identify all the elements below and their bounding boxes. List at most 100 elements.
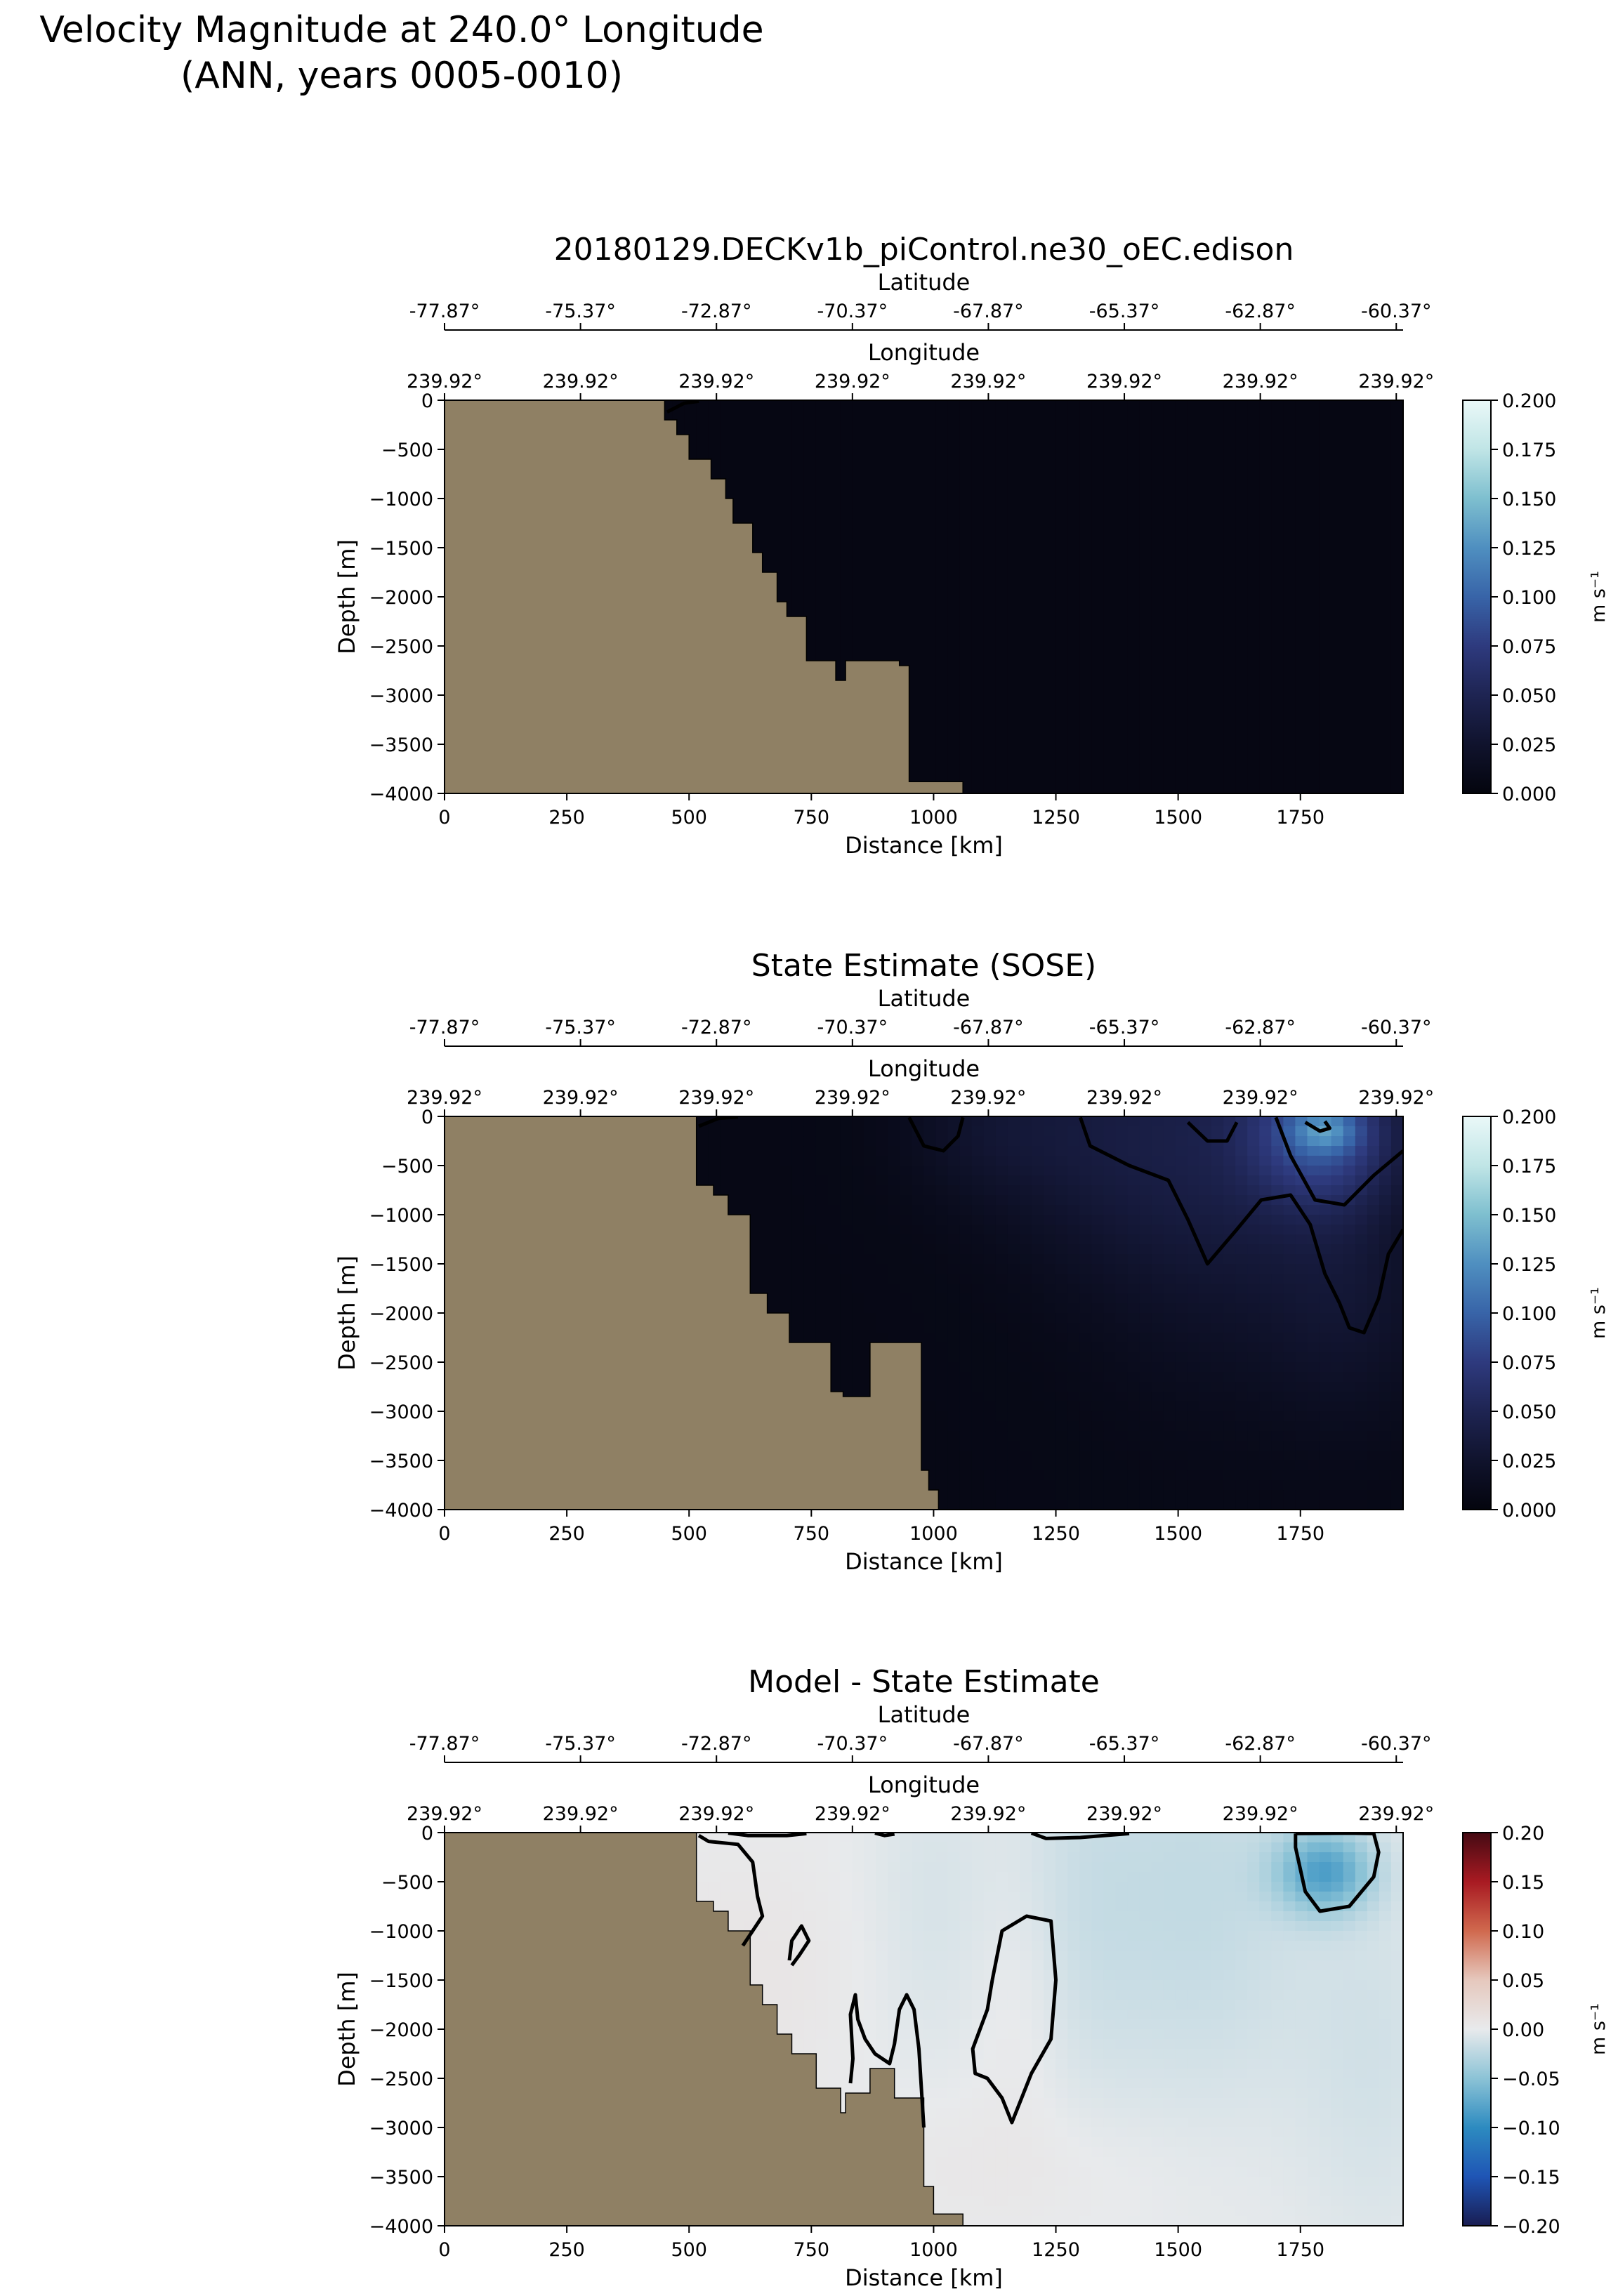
y-axis-label: Depth [m] bbox=[334, 539, 360, 654]
contour-line-7 bbox=[848, 1993, 926, 2128]
suptitle-line1: Velocity Magnitude at 240.0° Longitude bbox=[39, 9, 763, 51]
lat-tick-label: -70.37° bbox=[817, 1017, 888, 1038]
colorbar-tick-label: 0.05 bbox=[1502, 1970, 1544, 1992]
colorbar-tick-label: 0.175 bbox=[1502, 1156, 1556, 1177]
colorbar-tick-label: −0.20 bbox=[1502, 2216, 1560, 2238]
colorbar-tick-label: 0.025 bbox=[1502, 1451, 1556, 1472]
y-tick-label: −2000 bbox=[369, 587, 433, 609]
chart-panel-1: 0 250 500 750 1000 1250 1500 1750 Distance [km] 0… bbox=[334, 232, 1610, 859]
x-tick-label: 1750 bbox=[1276, 1523, 1324, 1545]
x-tick-label: 1000 bbox=[909, 807, 958, 829]
colorbar-tick-label: 0.100 bbox=[1502, 1303, 1556, 1325]
lat-tick-label: -60.37° bbox=[1361, 1017, 1432, 1038]
panel-title: Model - State Estimate bbox=[748, 1664, 1100, 1700]
y-tick-label: −1500 bbox=[369, 538, 433, 560]
colorbar bbox=[1462, 1832, 1492, 2226]
lon-tick-label: 239.92° bbox=[543, 1803, 619, 1825]
lat-tick-label: -70.37° bbox=[817, 1733, 888, 1755]
contour-line-5 bbox=[1274, 1116, 1403, 1207]
y-tick-label: 0 bbox=[421, 1823, 433, 1845]
x-axis-label: Distance [km] bbox=[845, 1548, 1003, 1575]
contour-line-4 bbox=[1186, 1121, 1239, 1143]
lat-tick-label: -67.87° bbox=[953, 301, 1024, 322]
x-tick-label: 1250 bbox=[1032, 1523, 1080, 1545]
lat-tick-label: -77.87° bbox=[409, 301, 480, 322]
x-tick-label: 250 bbox=[548, 2239, 585, 2261]
y-tick-label: −3000 bbox=[369, 1401, 433, 1423]
x-tick-label: 1500 bbox=[1154, 807, 1202, 829]
lon-tick-label: 239.92° bbox=[1086, 1087, 1162, 1109]
y-tick-label: −3000 bbox=[369, 2118, 433, 2139]
y-tick-label: −3000 bbox=[369, 685, 433, 707]
y-tick-label: −500 bbox=[381, 1872, 433, 1894]
lon-tick-label: 239.92° bbox=[543, 371, 619, 392]
lat-tick-label: -62.87° bbox=[1225, 1733, 1296, 1755]
colorbar-tick-label: 0.10 bbox=[1502, 1921, 1544, 1943]
colorbar-tick-label: −0.10 bbox=[1502, 2118, 1560, 2139]
lat-tick-label: -77.87° bbox=[409, 1017, 480, 1038]
x-tick-label: 750 bbox=[794, 807, 830, 829]
panel-title: State Estimate (SOSE) bbox=[751, 948, 1096, 984]
colorbar-tick-label: 0.00 bbox=[1502, 2019, 1544, 2041]
colorbar-tick-label: −0.05 bbox=[1502, 2069, 1560, 2090]
y-tick-label: −4000 bbox=[369, 784, 433, 805]
lon-tick-label: 239.92° bbox=[1358, 1087, 1434, 1109]
x-tick-label: 1750 bbox=[1276, 807, 1324, 829]
bathymetry-land bbox=[445, 1833, 963, 2226]
y-tick-label: 0 bbox=[421, 390, 433, 412]
lat-tick-label: -75.37° bbox=[545, 301, 616, 322]
colorbar-tick-label: 0.15 bbox=[1502, 1872, 1544, 1894]
y-tick-label: 0 bbox=[421, 1107, 433, 1128]
lon-tick-label: 239.92° bbox=[1223, 371, 1298, 392]
colorbar-tick-label: 0.150 bbox=[1502, 489, 1556, 510]
x-tick-label: 1250 bbox=[1032, 807, 1080, 829]
suptitle-line2: (ANN, years 0005-0010) bbox=[180, 55, 623, 97]
lon-tick-label: 239.92° bbox=[678, 1087, 754, 1109]
x-tick-label: 1750 bbox=[1276, 2239, 1324, 2261]
latitude-axis-label: Latitude bbox=[878, 985, 971, 1012]
contour-line-1 bbox=[666, 400, 699, 414]
lat-tick-label: -62.87° bbox=[1225, 1017, 1296, 1038]
contour-line-2 bbox=[728, 1833, 807, 1838]
x-tick-label: 0 bbox=[438, 2239, 450, 2261]
lon-tick-label: 239.92° bbox=[407, 371, 482, 392]
lat-tick-label: -72.87° bbox=[681, 301, 752, 322]
y-tick-label: −2000 bbox=[369, 1303, 433, 1325]
contour-line-2 bbox=[907, 1116, 965, 1153]
contour-line-3 bbox=[1079, 1116, 1403, 1335]
y-tick-label: −1000 bbox=[369, 489, 433, 510]
chart-panel-2: 0 250 500 750 1000 1250 1500 1750 Distance [km] 0… bbox=[334, 948, 1610, 1575]
y-tick-label: −2500 bbox=[369, 1352, 433, 1374]
lon-tick-label: 239.92° bbox=[950, 1803, 1026, 1825]
x-tick-label: 1000 bbox=[909, 2239, 958, 2261]
colorbar-tick-label: 0.200 bbox=[1502, 1107, 1556, 1128]
x-tick-label: 1500 bbox=[1154, 1523, 1202, 1545]
x-axis-label: Distance [km] bbox=[845, 832, 1003, 859]
x-tick-label: 500 bbox=[671, 2239, 707, 2261]
longitude-axis-label: Longitude bbox=[868, 1772, 980, 1798]
lat-tick-label: -67.87° bbox=[953, 1017, 1024, 1038]
x-tick-label: 500 bbox=[671, 807, 707, 829]
contour-line-1 bbox=[697, 1834, 765, 1947]
colorbar-tick-label: 0.125 bbox=[1502, 538, 1556, 560]
y-tick-label: −500 bbox=[381, 440, 433, 461]
contour-line-5 bbox=[971, 1914, 1058, 2125]
contour-line-4 bbox=[1030, 1833, 1130, 1840]
y-axis-label: Depth [m] bbox=[334, 1972, 360, 2087]
colorbar bbox=[1462, 1116, 1492, 1510]
lon-tick-label: 239.92° bbox=[678, 1803, 754, 1825]
bathymetry-land bbox=[445, 400, 963, 793]
colorbar-tick-label: 0.025 bbox=[1502, 734, 1556, 756]
contour-line-8 bbox=[1294, 1833, 1381, 1913]
x-tick-label: 1250 bbox=[1032, 2239, 1080, 2261]
colorbar-tick-label: 0.075 bbox=[1502, 1352, 1556, 1374]
y-axis-label: Depth [m] bbox=[334, 1255, 360, 1371]
lat-tick-label: -75.37° bbox=[545, 1017, 616, 1038]
colorbar-tick-label: 0.050 bbox=[1502, 685, 1556, 707]
lon-tick-label: 239.92° bbox=[950, 1087, 1026, 1109]
x-tick-label: 750 bbox=[794, 1523, 830, 1545]
lat-tick-label: -77.87° bbox=[409, 1733, 480, 1755]
x-tick-label: 500 bbox=[671, 1523, 707, 1545]
colorbar-tick-label: 0.050 bbox=[1502, 1401, 1556, 1423]
y-tick-label: −2000 bbox=[369, 2019, 433, 2041]
